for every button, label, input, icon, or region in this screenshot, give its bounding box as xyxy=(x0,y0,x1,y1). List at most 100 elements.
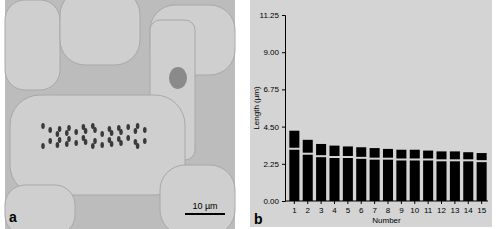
x-tick: 12 xyxy=(437,201,446,215)
chromosome-spot xyxy=(136,123,140,129)
chromosome-spot xyxy=(67,136,71,142)
chromosome-spot xyxy=(65,130,69,136)
chromosome-spot xyxy=(100,142,104,148)
bar-segment xyxy=(477,162,487,201)
chromosome-spot xyxy=(143,127,147,133)
chromosome-spot xyxy=(93,127,97,133)
bar-segment xyxy=(343,146,353,156)
x-tick-label: 11 xyxy=(424,206,433,215)
x-tick-mark xyxy=(294,201,295,204)
bar-segment xyxy=(303,140,313,153)
bar-segment xyxy=(450,161,460,201)
x-tick-label: 14 xyxy=(464,206,473,215)
bar-segment xyxy=(463,152,473,159)
x-tick: 15 xyxy=(477,201,486,215)
x-tick: 10 xyxy=(410,201,419,215)
bar-segment xyxy=(370,148,380,158)
bar-segment xyxy=(316,157,326,201)
chromosome-spot xyxy=(48,127,52,133)
idiogram-panel: 0.002.254.506.759.0011.25123456789101112… xyxy=(250,0,492,227)
scale-bar xyxy=(185,213,225,215)
chromosome-spot xyxy=(74,140,78,146)
bar-segment xyxy=(410,160,420,201)
bar-segment xyxy=(396,160,406,201)
chromosome-spot xyxy=(126,124,130,130)
x-tick-label: 6 xyxy=(359,206,364,215)
y-tick-mark xyxy=(282,15,285,16)
chromosome-spot xyxy=(56,131,60,137)
nucleus xyxy=(169,67,187,89)
x-tick-label: 7 xyxy=(372,206,377,215)
x-tick-mark xyxy=(468,201,469,204)
panel-label: a xyxy=(9,209,17,225)
x-tick-mark xyxy=(361,201,362,204)
chromosome-spot xyxy=(65,141,69,147)
bar-segment xyxy=(423,151,433,159)
bar-segment xyxy=(343,158,353,201)
bar-segment xyxy=(316,144,326,155)
y-tick: 6.75 xyxy=(263,85,285,94)
x-tick-mark xyxy=(374,201,375,204)
x-tick-label: 1 xyxy=(292,206,297,215)
panel-background xyxy=(250,0,492,227)
x-tick: 7 xyxy=(372,201,377,215)
y-tick-label: 9.00 xyxy=(263,48,279,57)
y-tick: 0.00 xyxy=(263,197,285,206)
x-tick-label: 4 xyxy=(332,206,337,215)
x-tick-label: 10 xyxy=(410,206,419,215)
x-tick-label: 5 xyxy=(346,206,351,215)
bar-segment xyxy=(477,153,487,160)
cell xyxy=(5,185,75,229)
y-tick-label: 2.25 xyxy=(263,160,279,169)
x-tick-mark xyxy=(307,201,308,204)
y-tick-mark xyxy=(282,52,285,53)
x-tick: 3 xyxy=(319,201,324,215)
cell xyxy=(60,0,140,65)
bar-segment xyxy=(370,160,380,201)
chromosome-spot xyxy=(58,137,62,143)
x-tick-label: 13 xyxy=(450,206,459,215)
y-axis-title: Length (µm) xyxy=(252,86,261,130)
bar-segment xyxy=(289,131,299,148)
bar-segment xyxy=(356,159,366,201)
chromosome-spot xyxy=(84,128,88,134)
bar-segment xyxy=(329,158,339,201)
bar-segment xyxy=(436,151,446,159)
x-tick: 9 xyxy=(399,201,404,215)
chromosome-spot xyxy=(110,141,114,147)
bar-segment xyxy=(450,151,460,159)
y-tick-mark xyxy=(282,127,285,128)
x-tick: 5 xyxy=(346,201,351,215)
chromosome-spot xyxy=(74,129,78,135)
cell xyxy=(10,95,185,195)
chromosome-spot xyxy=(56,142,60,148)
x-axis-title: Number xyxy=(372,216,401,225)
y-axis: 0.00 2.25 4.50 6.75 9.00 11.25 xyxy=(260,11,286,206)
chromosome-spot xyxy=(41,123,45,129)
x-tick-mark xyxy=(347,201,348,204)
x-tick: 14 xyxy=(464,201,473,215)
x-tick-label: 9 xyxy=(399,206,404,215)
y-tick-label: 6.75 xyxy=(263,85,279,94)
y-axis-line xyxy=(282,16,286,202)
bars xyxy=(289,131,486,201)
y-tick: 4.50 xyxy=(263,123,285,132)
x-tick-mark xyxy=(428,201,429,204)
figure: 10 µma0.002.254.506.759.0011.25123456789… xyxy=(0,0,500,229)
x-tick: 13 xyxy=(450,201,459,215)
x-tick: 11 xyxy=(424,201,433,215)
chromosome-spot xyxy=(58,126,62,132)
x-tick: 4 xyxy=(332,201,337,215)
x-tick: 6 xyxy=(359,201,364,215)
chromosome-spot xyxy=(100,131,104,137)
bar-segment xyxy=(356,147,366,157)
bar-segment xyxy=(410,150,420,159)
x-tick-label: 12 xyxy=(437,206,446,215)
x-tick: 8 xyxy=(386,201,391,215)
bar-segment xyxy=(383,149,393,158)
y-tick-label: 11.25 xyxy=(260,11,280,20)
chromosome-spot xyxy=(110,130,114,136)
cell xyxy=(160,165,235,229)
chromosome-spot xyxy=(67,125,71,131)
chromosome-spot xyxy=(143,138,147,144)
